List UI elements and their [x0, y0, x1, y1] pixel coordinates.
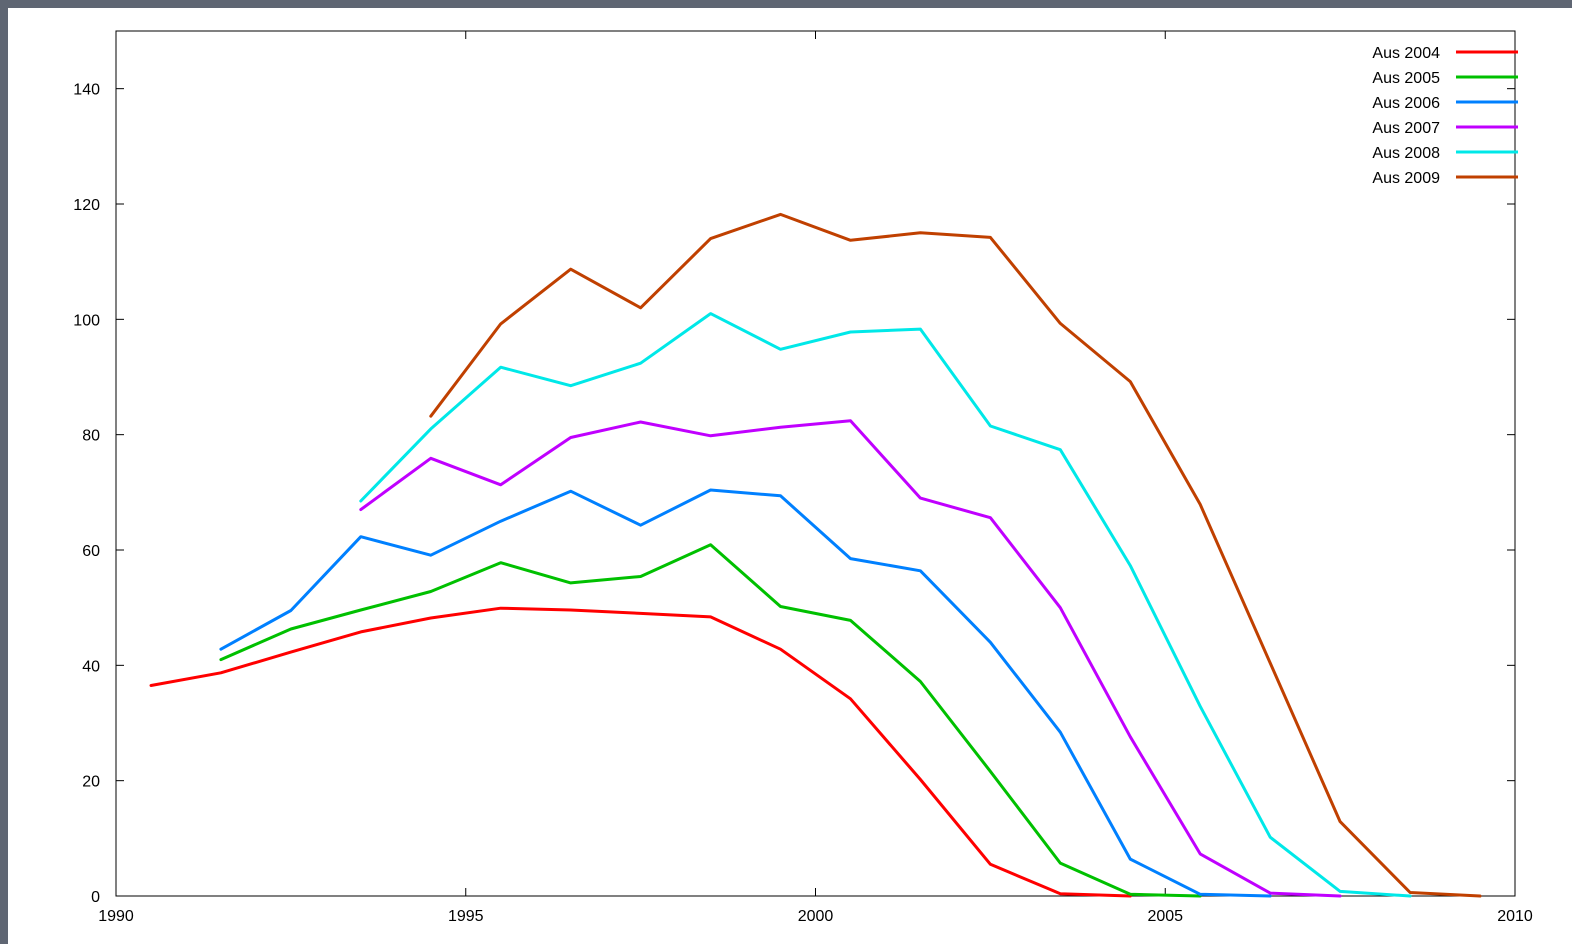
x-tick-label: 2010 [1497, 908, 1533, 925]
legend: Aus 2004 Aus 2005 Aus 2006 Aus 2007 Aus 2008… [1372, 45, 1518, 187]
series-line-aus-2006 [219, 488, 1272, 898]
y-tick-label: 20 [82, 774, 100, 791]
y-tick-label: 60 [82, 543, 100, 560]
series-line-aus-2004 [149, 606, 1132, 898]
line-chart: 1990 1995 2000 2005 2010 0 20 40 60 80 100 120 140 A… [73, 30, 1533, 925]
legend-label: Aus 2004 [1372, 45, 1440, 62]
y-tick-label: 140 [73, 82, 100, 99]
y-tick-label: 0 [91, 889, 100, 906]
x-tick-label: 2000 [798, 908, 834, 925]
series-line-aus-2005 [219, 543, 1202, 898]
y-tick-label: 100 [73, 312, 100, 329]
legend-label: Aus 2008 [1372, 145, 1440, 162]
series-line-aus-2008 [359, 312, 1412, 898]
series-line-aus-2009 [429, 212, 1482, 898]
y-tick-label: 120 [73, 197, 100, 214]
legend-label: Aus 2007 [1372, 120, 1440, 137]
legend-label: Aus 2009 [1372, 170, 1440, 187]
y-tick-label: 80 [82, 428, 100, 445]
legend-label: Aus 2005 [1372, 70, 1440, 87]
chart-panel: 1990 1995 2000 2005 2010 0 20 40 60 80 100 120 140 A… [8, 8, 1572, 944]
plot-frame [115, 30, 1516, 897]
x-tick-label: 1990 [98, 908, 134, 925]
series-lines [149, 212, 1482, 898]
y-tick-label: 40 [82, 658, 100, 675]
legend-label: Aus 2006 [1372, 95, 1440, 112]
series-line-aus-2007 [359, 419, 1342, 898]
axis-ticks: 1990 1995 2000 2005 2010 0 20 40 60 80 100 120 140 [73, 31, 1533, 925]
x-tick-label: 2005 [1147, 908, 1183, 925]
x-tick-label: 1995 [448, 908, 484, 925]
